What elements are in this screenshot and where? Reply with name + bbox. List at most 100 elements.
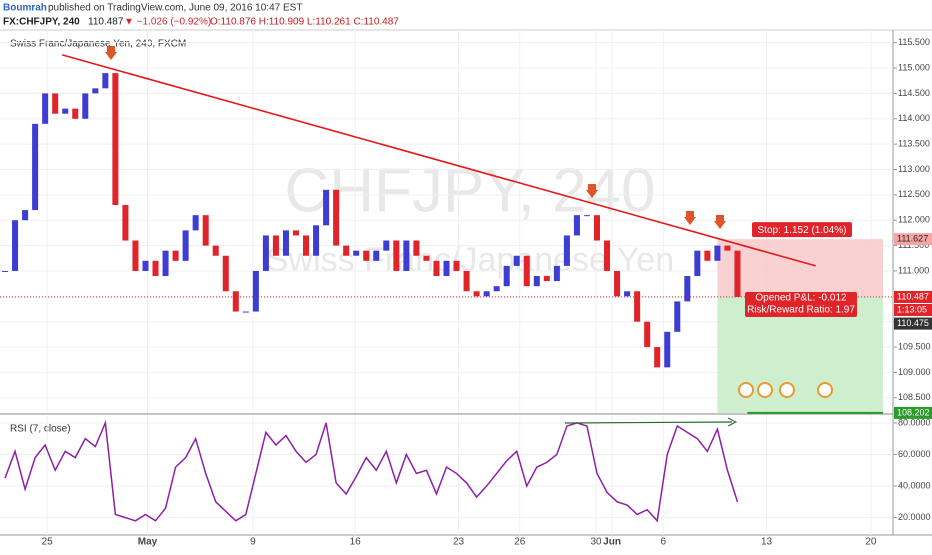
y-tick-label: 115.500 bbox=[898, 37, 930, 47]
x-tick-label: 16 bbox=[350, 537, 362, 548]
x-tick-label: 25 bbox=[42, 537, 54, 548]
target-price-box bbox=[894, 406, 932, 419]
x-tick-label: 30 bbox=[590, 537, 602, 548]
stop-label: Stop: 1.152 (1.04%) bbox=[758, 225, 847, 236]
candle-body bbox=[654, 347, 661, 368]
candle-body bbox=[102, 73, 109, 89]
candle-body bbox=[132, 240, 139, 271]
candle-body bbox=[22, 210, 29, 221]
candle-body bbox=[252, 270, 259, 312]
stop-price: 111.627 bbox=[897, 234, 928, 244]
candle-body bbox=[453, 260, 460, 271]
published: published on TradingView.com, June 09, 2… bbox=[48, 3, 302, 14]
candle-body bbox=[92, 88, 99, 94]
candle-body bbox=[644, 321, 651, 348]
event-icon[interactable] bbox=[738, 382, 754, 398]
candle-body bbox=[232, 291, 239, 312]
x-tick-label: 13 bbox=[761, 537, 773, 548]
arrow bbox=[105, 46, 117, 60]
candle-body bbox=[624, 291, 631, 297]
candle-body bbox=[433, 260, 440, 277]
candle-body bbox=[443, 260, 450, 277]
candle-body bbox=[513, 255, 520, 266]
author[interactable]: Boumrah bbox=[3, 3, 47, 14]
y-tick-label: 109.500 bbox=[898, 341, 931, 351]
candle-body bbox=[12, 220, 19, 271]
y-tick-label: 20.0000 bbox=[898, 512, 931, 522]
candle-body bbox=[152, 260, 159, 277]
candle-body bbox=[142, 260, 149, 271]
y-tick-label: 111.000 bbox=[898, 265, 929, 275]
candle-body bbox=[583, 215, 590, 217]
bid-price: 110.475 bbox=[897, 318, 929, 328]
candle-body bbox=[724, 245, 731, 251]
candle-body bbox=[604, 240, 611, 271]
y-tick-label: 112.500 bbox=[898, 189, 930, 199]
rsi-line bbox=[4, 419, 739, 523]
divergence-arrow bbox=[727, 417, 738, 427]
candle-body bbox=[333, 189, 340, 246]
pnl-box bbox=[745, 291, 857, 317]
y-tick-label: 115.000 bbox=[898, 62, 930, 72]
watermark: CHFJPY, 240 bbox=[284, 156, 655, 225]
y-tick-label: 108.500 bbox=[898, 392, 931, 402]
candle-body bbox=[734, 250, 741, 297]
candle-body bbox=[674, 301, 681, 332]
event-icon[interactable] bbox=[817, 382, 833, 398]
last-price: 110.487 bbox=[88, 17, 124, 28]
y-tick-label: 113.000 bbox=[898, 164, 930, 174]
grid bbox=[0, 30, 893, 535]
candle-body bbox=[313, 225, 320, 256]
countdown: 1:13:05 bbox=[897, 304, 927, 314]
arrow bbox=[684, 211, 696, 225]
candle-body bbox=[714, 245, 721, 261]
x-tick-label: May bbox=[138, 537, 158, 548]
candle-body bbox=[664, 331, 671, 368]
candle-body bbox=[463, 270, 470, 292]
pane-title: Swiss Franc/Japanese Yen, 240, FXCM bbox=[10, 39, 186, 50]
candle-body bbox=[353, 250, 360, 256]
candle-body bbox=[403, 240, 410, 271]
bid-price-box bbox=[894, 317, 932, 330]
candle-body bbox=[202, 215, 209, 246]
candle-body bbox=[62, 108, 69, 114]
candle-body bbox=[363, 250, 370, 261]
y-tick-label: 114.500 bbox=[898, 88, 930, 98]
candle-body bbox=[82, 93, 89, 119]
candle-body bbox=[593, 215, 601, 241]
candle-body bbox=[292, 230, 300, 236]
candle-body bbox=[303, 235, 310, 256]
candle-body bbox=[684, 276, 691, 302]
candle-body bbox=[373, 250, 380, 261]
candle-body bbox=[172, 250, 179, 261]
trendline bbox=[61, 54, 816, 267]
event-icon[interactable] bbox=[779, 382, 795, 398]
x-tick-label: 6 bbox=[660, 537, 666, 548]
stop-zone bbox=[717, 239, 883, 297]
x-tick-label: 23 bbox=[453, 537, 465, 548]
events bbox=[738, 382, 833, 398]
rsi-title: RSI (7, close) bbox=[10, 424, 71, 435]
candle-body bbox=[563, 235, 570, 266]
candle-body bbox=[162, 250, 169, 277]
divergence-line bbox=[564, 421, 733, 424]
watermark-sub: Swiss Franc/Japanese Yen bbox=[266, 241, 674, 279]
x-tick-label: 20 bbox=[865, 537, 877, 548]
event-icon[interactable] bbox=[757, 382, 773, 398]
candle-body bbox=[704, 250, 711, 261]
candle-body bbox=[343, 245, 350, 256]
candle-body bbox=[614, 270, 621, 297]
candle-body bbox=[242, 311, 249, 313]
stop-price-box bbox=[894, 233, 932, 246]
change: ▼ −1.026 (−0.92%) bbox=[124, 17, 211, 28]
arrow bbox=[586, 184, 598, 198]
candle-body bbox=[533, 276, 540, 287]
arrow bbox=[714, 215, 726, 229]
y-tick-label: 114.000 bbox=[898, 113, 930, 123]
candle-body bbox=[112, 73, 119, 206]
x-tick-label: 9 bbox=[250, 537, 256, 548]
candle-body bbox=[222, 255, 229, 292]
candle-body bbox=[573, 215, 580, 236]
candle-body bbox=[52, 93, 59, 114]
